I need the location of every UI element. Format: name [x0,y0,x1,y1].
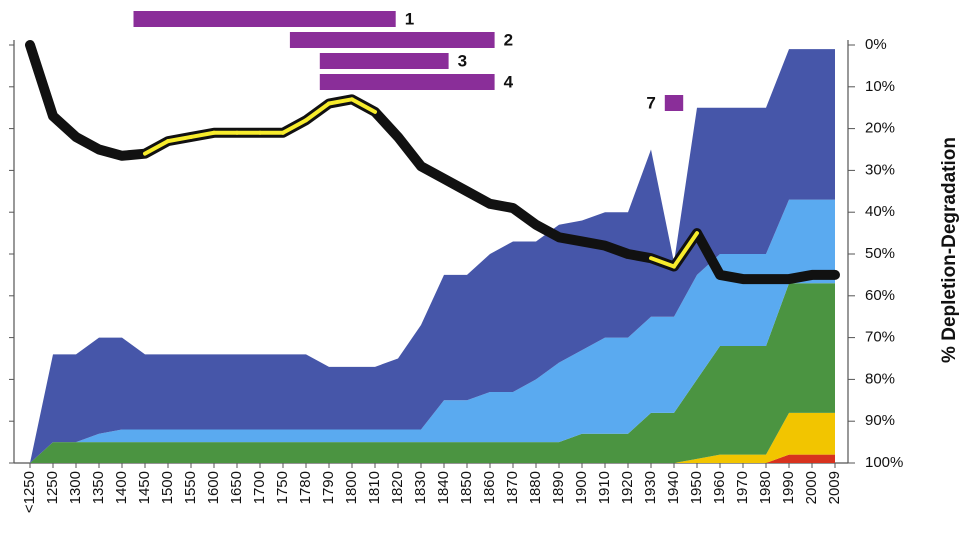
x-tick-label: 1850 [458,471,475,504]
x-tick-label: 2009 [826,471,843,504]
highlight-segment [304,101,331,123]
x-tick-label: 1780 [297,471,314,504]
x-tick-label: 1600 [205,471,222,504]
area [30,412,835,463]
x-tick-label: 1960 [711,471,728,504]
x-tick-label: 1890 [550,471,567,504]
highlight-segment [649,256,676,269]
area [30,199,835,463]
x-tick-label: 1250 [44,471,61,504]
y-tick-label: 50% [865,245,895,262]
x-tick-label: 1800 [343,471,360,504]
timeline-label: 3 [458,51,467,70]
y-tick-label: 100% [865,454,903,471]
x-tick-label: 1790 [320,471,337,504]
x-tick-label: 1300 [67,471,84,504]
highlight-segment [281,118,308,135]
y-tick-label: 90% [865,412,895,429]
x-tick-label: 1830 [412,471,429,504]
area [30,49,835,464]
x-tick-label: 1920 [619,471,636,504]
timeline-bar [664,95,684,111]
y-tick-label: 0% [865,36,887,53]
x-tick-label: 1750 [274,471,291,504]
x-tick-label: 1350 [90,471,107,504]
highlight-segment [327,97,354,106]
timeline-label: 4 [504,72,514,91]
y-tick-label: 60% [865,287,895,304]
y-tick-label: 20% [865,120,895,137]
area [30,283,835,463]
x-tick-label: 1910 [596,471,613,504]
x-tick-label: 1990 [780,471,797,504]
timeline-label: 7 [646,93,655,112]
timeline-label: 1 [405,9,414,28]
x-tick-label: 1700 [251,471,268,504]
x-tick-label: 1500 [159,471,176,504]
timeline-bar [133,11,396,27]
x-tick-label: 1950 [688,471,705,504]
x-tick-label: 1970 [734,471,751,504]
y-tick-label: 40% [865,203,895,220]
highlight-segment [672,231,699,269]
timeline-bar [319,74,495,90]
x-tick-label: 1450 [136,471,153,504]
x-tick-label: 1980 [757,471,774,504]
x-tick-label: 2000 [803,471,820,504]
x-tick-label: 1400 [113,471,130,504]
x-tick-label: <1250 [21,471,38,513]
x-tick-label: 1930 [642,471,659,504]
timeline-bar [319,53,449,69]
x-tick-label: 1880 [527,471,544,504]
x-tick-label: 1550 [182,471,199,504]
y-tick-label: 30% [865,161,895,178]
highlight-segment [166,134,193,144]
timeline-bar [289,32,495,48]
timeline-label: 2 [504,30,513,49]
y-tick-label: 10% [865,78,895,95]
x-tick-label: 1900 [573,471,590,504]
x-tick-label: 1870 [504,471,521,504]
y-tick-label: 70% [865,329,895,346]
y-tick-label: 80% [865,370,895,387]
y-axis-label: % Depletion-Degradation [939,137,960,363]
highlight-segment [143,139,170,156]
x-tick-label: 1840 [435,471,452,504]
x-tick-label: 1860 [481,471,498,504]
x-tick-label: 1810 [366,471,383,504]
x-tick-label: 1650 [228,471,245,504]
x-tick-label: 1940 [665,471,682,504]
x-tick-label: 1820 [389,471,406,504]
highlight-segment [189,130,216,139]
highlight-segment [350,97,377,114]
